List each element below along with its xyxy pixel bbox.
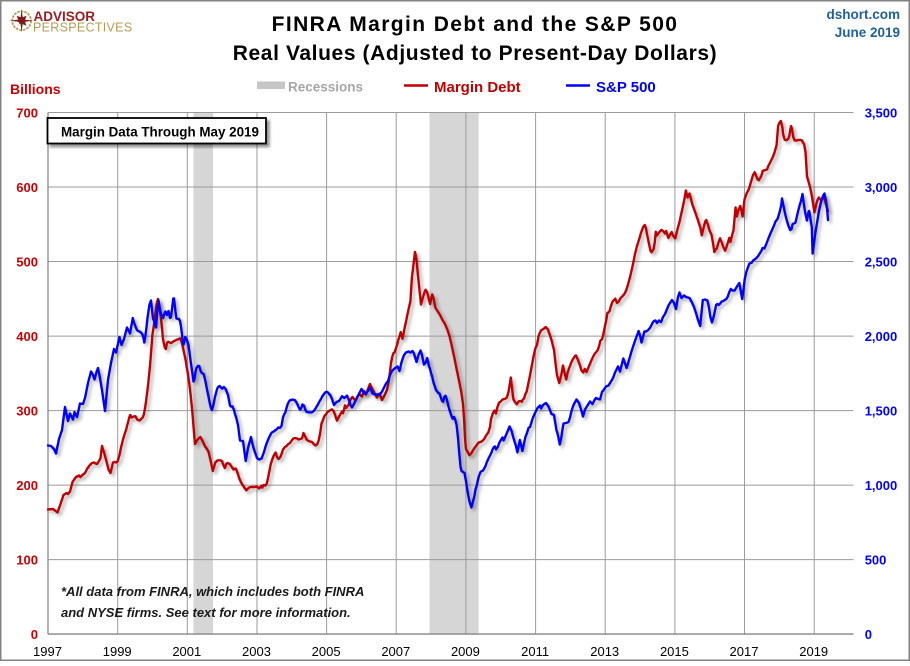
- svg-text:ADVISOR: ADVISOR: [34, 9, 96, 24]
- svg-text:2007: 2007: [381, 644, 410, 659]
- svg-text:2005: 2005: [312, 644, 341, 659]
- svg-text:400: 400: [16, 329, 38, 344]
- svg-text:2017: 2017: [730, 644, 759, 659]
- svg-text:Margin Data Through May 2019: Margin Data Through May 2019: [61, 125, 259, 140]
- svg-text:June 2019: June 2019: [835, 25, 900, 40]
- svg-text:100: 100: [16, 553, 38, 568]
- svg-text:1999: 1999: [103, 644, 132, 659]
- svg-text:2,000: 2,000: [865, 329, 898, 344]
- svg-text:1,000: 1,000: [865, 478, 898, 493]
- svg-text:3,000: 3,000: [865, 180, 898, 195]
- svg-text:2013: 2013: [590, 644, 619, 659]
- svg-text:Real Values (Adjusted to Prese: Real Values (Adjusted to Present-Day Dol…: [233, 42, 717, 65]
- svg-text:*All data from FINRA, which in: *All data from FINRA, which includes bot…: [61, 584, 364, 599]
- svg-text:600: 600: [16, 180, 38, 195]
- svg-text:0: 0: [31, 627, 38, 642]
- svg-text:0: 0: [865, 627, 872, 642]
- svg-text:2019: 2019: [799, 644, 828, 659]
- svg-text:Margin Debt: Margin Debt: [434, 79, 521, 96]
- svg-text:2001: 2001: [172, 644, 201, 659]
- svg-text:200: 200: [16, 478, 38, 493]
- svg-text:2003: 2003: [242, 644, 271, 659]
- svg-text:S&P 500: S&P 500: [596, 79, 656, 96]
- svg-text:1997: 1997: [33, 644, 62, 659]
- svg-text:500: 500: [865, 553, 887, 568]
- svg-text:700: 700: [16, 106, 38, 121]
- svg-text:Recessions: Recessions: [288, 80, 363, 95]
- svg-text:2009: 2009: [451, 644, 480, 659]
- svg-text:dshort.com: dshort.com: [826, 7, 900, 22]
- svg-text:3,500: 3,500: [865, 106, 898, 121]
- svg-text:300: 300: [16, 404, 38, 419]
- svg-text:FINRA Margin Debt and the S&P: FINRA Margin Debt and the S&P 500: [272, 13, 679, 36]
- svg-text:2,500: 2,500: [865, 255, 898, 270]
- svg-text:PERSPECTIVES: PERSPECTIVES: [33, 21, 132, 35]
- svg-text:Billions: Billions: [10, 81, 61, 97]
- svg-text:2015: 2015: [660, 644, 689, 659]
- svg-text:2011: 2011: [521, 644, 549, 659]
- svg-text:500: 500: [16, 255, 38, 270]
- svg-text:1,500: 1,500: [865, 404, 898, 419]
- svg-text:and NYSE firms. See text for m: and NYSE firms. See text for more inform…: [61, 605, 351, 620]
